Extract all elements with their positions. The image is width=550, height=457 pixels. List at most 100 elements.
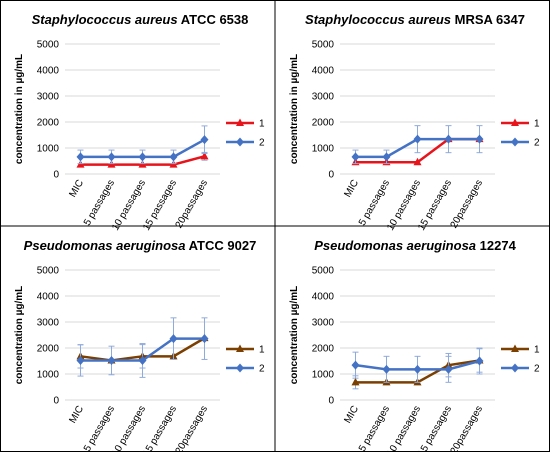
x-tick-label: MIC [342,404,361,425]
y-tick-label: 0 [53,396,59,407]
legend-label: 2 [259,364,265,375]
chart-panel-2: Staphylococcus aureus MRSA 6347 concentra… [289,12,540,233]
y-axis-label: concentration in µg/mL [14,54,25,164]
chart-title: Pseudomonas aeruginosa 12274 [314,238,516,253]
data-point [444,134,453,144]
y-axis-label: concentration µg/mL [289,286,300,385]
legend-marker [236,344,244,352]
data-point [475,134,484,144]
chart-panel-4: Pseudomonas aeruginosa 12274 concentratio… [289,238,540,457]
legend-label: 1 [534,119,540,130]
y-axis-label: concentration in µg/mL [289,54,300,164]
chart-panel-1: Staphylococcus aureus ATCC 6538 concentra… [14,12,265,233]
legend-marker [236,118,244,126]
legend: 12 [226,118,265,149]
legend-marker [511,118,519,126]
legend-marker [236,363,244,373]
data-point [138,152,147,162]
data-point [169,334,178,344]
data-point [351,152,360,162]
x-tick-label: 20passages [174,178,210,230]
chart-title-rest: ATCC 9027 [186,238,257,253]
x-tick-label: 20passages [449,404,485,452]
data-point [76,152,85,162]
data-point [200,334,209,344]
y-tick-label: 4000 [37,292,60,303]
chart-panel-3: Pseudomonas aeruginosa ATCC 9027 concentr… [14,238,265,457]
legend-label: 1 [259,119,265,130]
y-tick-label: 2000 [37,344,60,355]
chart-title: Staphylococcus aureus ATCC 6538 [32,12,249,27]
y-tick-label: 5000 [312,266,335,277]
y-tick-label: 1000 [312,370,335,381]
y-tick-label: 2000 [37,118,60,129]
data-point [200,151,209,160]
legend-marker [511,363,519,373]
y-tick-label: 3000 [37,92,60,103]
y-tick-label: 1000 [37,144,60,155]
data-point [107,152,116,162]
x-tick-label: 5 passages [357,178,392,228]
legend-marker [511,344,519,352]
data-point [413,134,422,144]
chart-title-rest: 12274 [476,238,517,253]
chart-title-italic: Pseudomonas aeruginosa [24,238,186,253]
data-point [351,377,360,386]
legend-label: 1 [534,345,540,356]
x-tick-label: MIC [67,178,86,199]
y-tick-label: 4000 [37,66,60,77]
y-axis-label: concentration µg/mL [14,286,25,385]
data-point [351,360,360,370]
data-point [413,157,422,166]
data-point [475,356,484,366]
x-tick-label: MIC [67,404,86,425]
data-point [169,152,178,162]
data-point [382,364,391,374]
x-tick-label: 20passages [449,178,485,230]
chart-title: Staphylococcus aureus MRSA 6347 [305,12,525,27]
legend-label: 1 [259,345,265,356]
legend-label: 2 [259,138,265,149]
chart-title: Pseudomonas aeruginosa ATCC 9027 [24,238,257,253]
legend-label: 2 [534,364,540,375]
x-tick-label: 5 passages [82,404,117,452]
series-2 [76,125,209,165]
legend-marker [511,137,519,147]
y-tick-label: 3000 [312,318,335,329]
legend: 12 [501,344,540,375]
series-2 [351,125,484,165]
chart-title-italic: Staphylococcus aureus [305,12,451,27]
data-point [76,355,85,365]
x-tick-label: MIC [342,178,361,199]
y-tick-label: 3000 [37,318,60,329]
y-tick-label: 5000 [312,40,335,51]
legend-marker [236,137,244,147]
y-tick-label: 2000 [312,344,335,355]
y-tick-label: 4000 [312,292,335,303]
x-tick-label: 5 passages [357,404,392,452]
y-tick-label: 0 [53,170,59,181]
data-point [138,355,147,365]
legend-label: 2 [534,138,540,149]
y-tick-label: 3000 [312,92,335,103]
data-point [200,135,209,145]
data-point [413,364,422,374]
series-2 [351,347,484,383]
x-tick-label: 20passages [174,404,210,452]
legend: 12 [226,344,265,375]
y-tick-label: 0 [328,396,334,407]
chart-title-rest: MRSA 6347 [451,12,525,27]
data-point [444,364,453,374]
y-tick-label: 0 [328,170,334,181]
y-tick-label: 1000 [312,144,335,155]
chart-title-rest: ATCC 6538 [178,12,249,27]
y-tick-label: 5000 [37,266,60,277]
legend: 12 [501,118,540,149]
x-tick-label: 5 passages [82,178,117,228]
series-2 [76,317,209,378]
chart-title-italic: Pseudomonas aeruginosa [314,238,476,253]
y-tick-label: 5000 [37,40,60,51]
data-point [107,355,116,365]
data-point [382,152,391,162]
